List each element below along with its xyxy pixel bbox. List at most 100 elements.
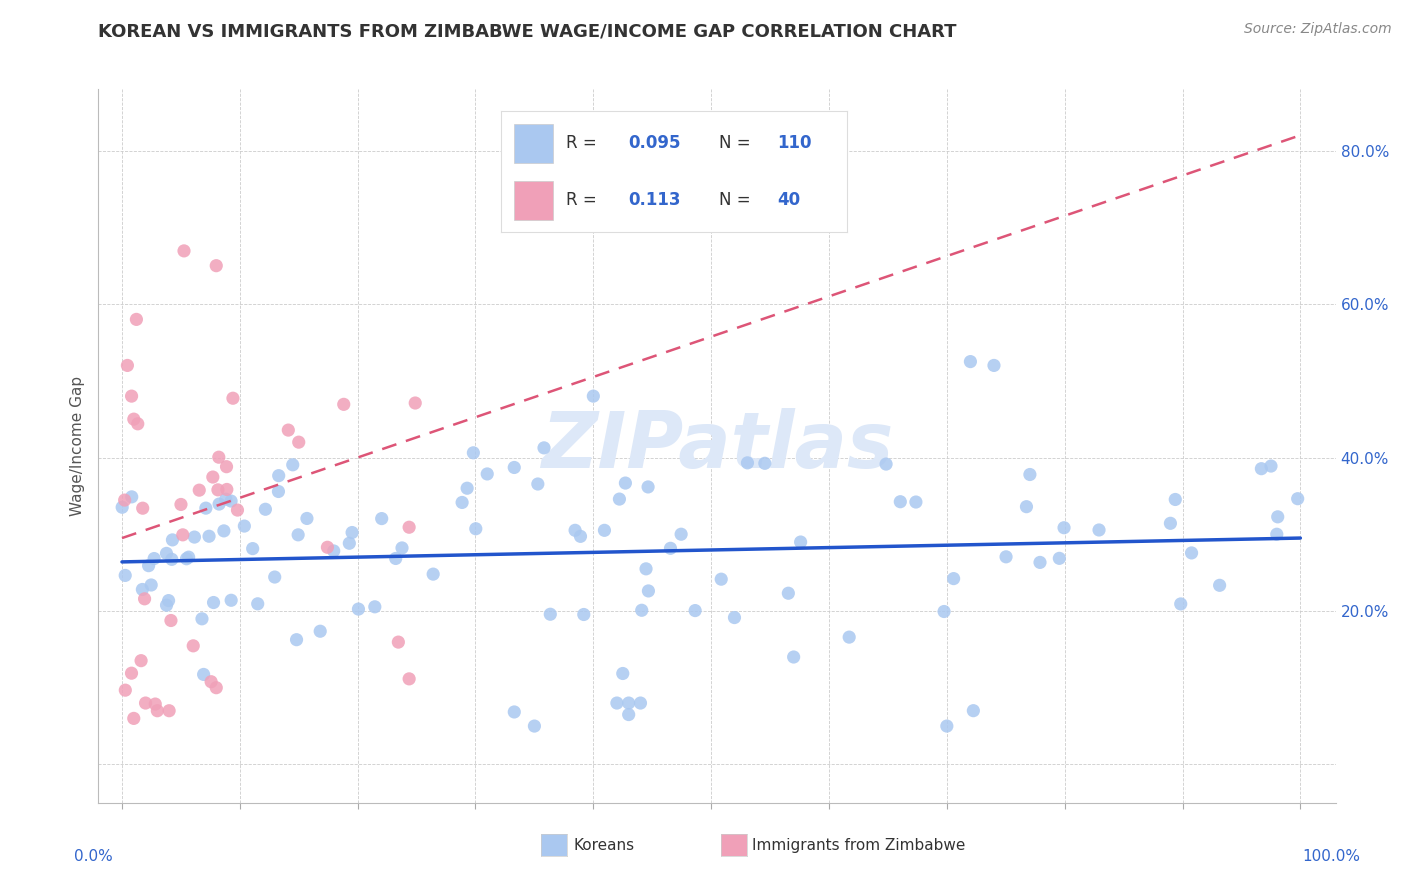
Point [215, 492, 238, 507]
Point [422, 567, 444, 582]
Point [157, 704, 180, 718]
Point [503, 460, 526, 475]
Point [135, 696, 157, 710]
Point [277, 423, 299, 437]
Point [122, 412, 145, 426]
Point [285, 632, 308, 647]
Text: 0.0%: 0.0% [73, 849, 112, 864]
Point [295, 511, 318, 525]
Point [222, 391, 245, 405]
Point [889, 494, 911, 508]
Point [464, 522, 486, 536]
Point [114, 493, 136, 508]
Text: KOREAN VS IMMIGRANTS FROM ZIMBABWE WAGE/INCOME GAP CORRELATION CHART: KOREAN VS IMMIGRANTS FROM ZIMBABWE WAGE/… [98, 22, 957, 40]
Point [995, 549, 1018, 564]
Point [208, 450, 231, 465]
Point [527, 477, 550, 491]
Y-axis label: Wage/Income Gap: Wage/Income Gap [70, 376, 86, 516]
Point [134, 591, 156, 606]
Point [1170, 597, 1192, 611]
Point [200, 674, 222, 689]
Point [387, 635, 409, 649]
Text: Koreans: Koreans [574, 838, 634, 853]
Point [347, 602, 370, 616]
Point [669, 527, 692, 541]
Text: Immigrants from Zimbabwe: Immigrants from Zimbabwe [752, 838, 966, 853]
Point [157, 593, 180, 607]
Point [778, 586, 800, 600]
Point [538, 607, 561, 622]
Point [202, 595, 225, 609]
Point [1265, 527, 1288, 541]
Point [114, 568, 136, 582]
Point [183, 530, 205, 544]
Point [609, 492, 631, 507]
Point [612, 666, 634, 681]
Point [215, 459, 238, 474]
Point [132, 501, 155, 516]
Point [710, 572, 733, 586]
Point [309, 624, 332, 639]
Point [198, 529, 221, 543]
Point [246, 597, 269, 611]
Point [593, 524, 616, 538]
Point [533, 441, 555, 455]
Point [564, 524, 586, 538]
Point [162, 533, 184, 547]
Point [125, 312, 148, 326]
Point [267, 468, 290, 483]
Point [172, 528, 194, 542]
Point [637, 480, 659, 494]
Point [143, 697, 166, 711]
Point [191, 612, 214, 626]
Text: Source: ZipAtlas.com: Source: ZipAtlas.com [1244, 22, 1392, 37]
Point [959, 354, 981, 368]
Point [1159, 516, 1181, 531]
Point [634, 562, 657, 576]
Point [287, 528, 309, 542]
Point [1029, 556, 1052, 570]
Point [983, 359, 1005, 373]
Point [181, 639, 204, 653]
Point [838, 630, 860, 644]
Point [322, 544, 344, 558]
Point [193, 667, 215, 681]
Point [398, 672, 420, 686]
Point [1286, 491, 1309, 506]
Point [370, 511, 392, 525]
Point [170, 498, 193, 512]
Point [1053, 521, 1076, 535]
Point [463, 446, 485, 460]
Point [263, 570, 285, 584]
Point [1088, 523, 1111, 537]
Point [875, 457, 897, 471]
Point [404, 396, 426, 410]
Point [456, 481, 478, 495]
Point [942, 572, 965, 586]
Text: 100.0%: 100.0% [1302, 849, 1361, 864]
Point [617, 707, 640, 722]
Point [659, 541, 682, 556]
Point [287, 435, 309, 450]
Point [160, 614, 183, 628]
Point [176, 551, 198, 566]
Point [384, 551, 406, 566]
Point [219, 494, 242, 508]
Point [332, 397, 354, 411]
Point [789, 535, 811, 549]
Point [207, 483, 229, 497]
Point [569, 529, 592, 543]
Point [1260, 458, 1282, 473]
Point [1019, 467, 1042, 482]
Point [114, 683, 136, 698]
Point [904, 495, 927, 509]
Point [1015, 500, 1038, 514]
Point [254, 502, 277, 516]
Point [131, 582, 153, 597]
Point [155, 598, 177, 612]
Point [754, 456, 776, 470]
Point [1208, 578, 1230, 592]
Point [503, 705, 526, 719]
Point [194, 501, 217, 516]
Point [606, 696, 628, 710]
